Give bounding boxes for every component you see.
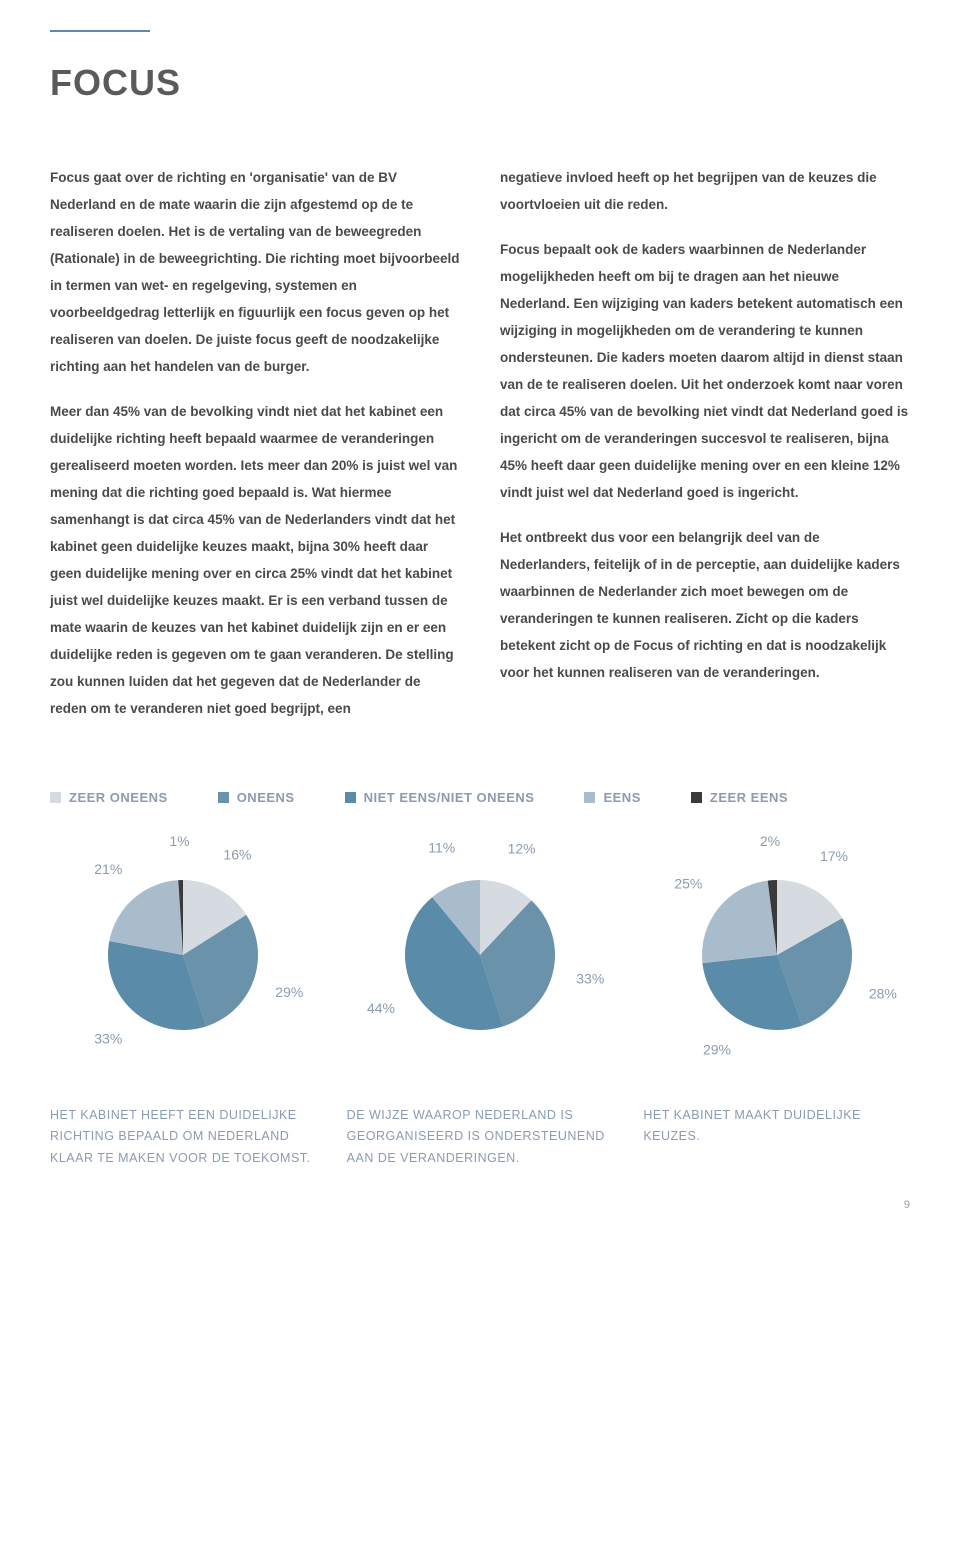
pie-slice xyxy=(702,881,777,964)
legend-item: EENS xyxy=(584,790,640,805)
pie-chart: 12% 33% 44% 11% xyxy=(347,835,614,1065)
chart-caption: DE WIJZE WAAROP NEDERLAND IS GEORGANISEE… xyxy=(347,1105,614,1169)
chart-legend: ZEER ONEENS ONEENS NIET EENS/NIET ONEENS EE… xyxy=(50,790,910,805)
legend-swatch xyxy=(50,792,61,803)
pie-slice-label: 33% xyxy=(95,1030,123,1046)
legend-label: EENS xyxy=(603,790,640,805)
pie-slice-label: 16% xyxy=(224,847,252,863)
chart-caption: HET KABINET MAAKT DUIDELIJKE KEUZES. xyxy=(643,1105,910,1169)
pie-slice-label: 28% xyxy=(869,985,897,1001)
pie-chart: 16% 29% 33% 21% 1% xyxy=(50,835,317,1065)
legend-label: NIET EENS/NIET ONEENS xyxy=(364,790,535,805)
charts-row: 16% 29% 33% 21% 1% 12% 33% 44% 11% 17% 28% 29% 25% 2% xyxy=(50,835,910,1065)
pie-slice-label: 25% xyxy=(674,876,702,892)
pie-slice-label: 2% xyxy=(760,835,780,849)
legend-swatch xyxy=(691,792,702,803)
right-column: negatieve invloed heeft op het begrijpen… xyxy=(500,164,910,740)
pie-slice-label: 44% xyxy=(367,1000,395,1016)
legend-item: NIET EENS/NIET ONEENS xyxy=(345,790,535,805)
pie-slice-label: 29% xyxy=(703,1041,731,1057)
legend-item: ZEER ONEENS xyxy=(50,790,168,805)
pie-chart: 17% 28% 29% 25% 2% xyxy=(643,835,910,1065)
legend-item: ZEER EENS xyxy=(691,790,788,805)
top-rule xyxy=(50,30,150,32)
pie-slice-label: 12% xyxy=(508,841,536,857)
page-number: 9 xyxy=(50,1199,910,1211)
pie-slice-label: 33% xyxy=(576,970,604,986)
paragraph: Meer dan 45% van de bevolking vindt niet… xyxy=(50,398,460,722)
pie-chart-svg: 12% 33% 44% 11% xyxy=(350,835,610,1065)
paragraph: Focus bepaalt ook de kaders waarbinnen d… xyxy=(500,236,910,506)
pie-slice-label: 29% xyxy=(276,984,304,1000)
legend-swatch xyxy=(218,792,229,803)
left-column: Focus gaat over de richting en 'organisa… xyxy=(50,164,460,740)
paragraph: Het ontbreekt dus voor een belangrijk de… xyxy=(500,524,910,686)
pie-slice-label: 21% xyxy=(95,861,123,877)
captions-row: HET KABINET HEEFT EEN DUIDELIJKE RICHTIN… xyxy=(50,1105,910,1169)
chart-caption: HET KABINET HEEFT EEN DUIDELIJKE RICHTIN… xyxy=(50,1105,317,1169)
pie-chart-svg: 16% 29% 33% 21% 1% xyxy=(53,835,313,1065)
legend-label: ZEER EENS xyxy=(710,790,788,805)
body-columns: Focus gaat over de richting en 'organisa… xyxy=(50,164,910,740)
page-title: FOCUS xyxy=(50,62,910,104)
paragraph: negatieve invloed heeft op het begrijpen… xyxy=(500,164,910,218)
legend-label: ONEENS xyxy=(237,790,295,805)
pie-chart-svg: 17% 28% 29% 25% 2% xyxy=(647,835,907,1065)
pie-slice-label: 11% xyxy=(428,839,455,855)
paragraph: Focus gaat over de richting en 'organisa… xyxy=(50,164,460,380)
pie-slice-label: 17% xyxy=(820,848,848,864)
legend-label: ZEER ONEENS xyxy=(69,790,168,805)
pie-slice-label: 1% xyxy=(170,835,190,849)
legend-swatch xyxy=(345,792,356,803)
legend-swatch xyxy=(584,792,595,803)
legend-item: ONEENS xyxy=(218,790,295,805)
